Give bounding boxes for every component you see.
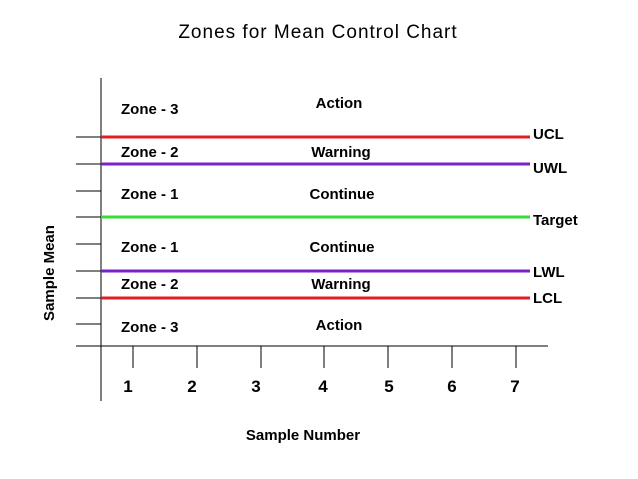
zone-action: Action: [316, 95, 363, 112]
y-axis-title: Sample Mean: [41, 225, 58, 321]
x-tick-label: 1: [123, 377, 132, 396]
uwl-label: UWL: [533, 160, 567, 177]
y-axis-ticks: [76, 136, 101, 325]
x-tick-label: 6: [447, 377, 456, 396]
zone-action: Continue: [310, 239, 375, 256]
zone-action: Warning: [311, 144, 370, 161]
x-tick-label: 4: [318, 377, 328, 396]
zone-action: Continue: [310, 186, 375, 203]
lcl-label: LCL: [533, 290, 562, 307]
lwl-label: LWL: [533, 264, 565, 281]
chart-title: Zones for Mean Control Chart: [178, 22, 457, 43]
ucl-label: UCL: [533, 126, 564, 143]
zone-action: Action: [316, 317, 363, 334]
zone-label: Zone - 3: [121, 319, 179, 336]
zone-action: Warning: [311, 276, 370, 293]
x-tick-label: 5: [384, 377, 393, 396]
x-tick-label: 7: [510, 377, 519, 396]
x-axis-title: Sample Number: [246, 427, 360, 444]
zone-label: Zone - 2: [121, 144, 179, 161]
x-tick-label: 2: [187, 377, 196, 396]
x-tick-label: 3: [251, 377, 260, 396]
target-label: Target: [533, 212, 578, 229]
x-axis-ticks: [132, 346, 517, 368]
zone-label: Zone - 1: [121, 186, 179, 203]
zone-label: Zone - 2: [121, 276, 179, 293]
zone-label: Zone - 1: [121, 239, 179, 256]
zone-label: Zone - 3: [121, 101, 179, 118]
